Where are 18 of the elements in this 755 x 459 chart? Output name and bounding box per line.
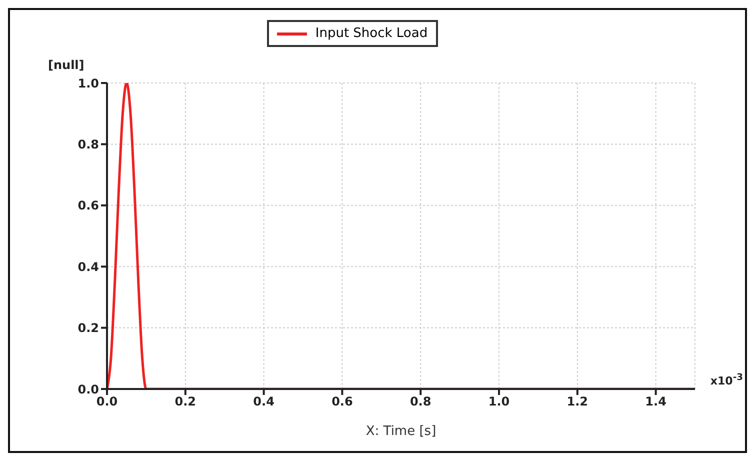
x-tick-label: 0.2 [174,394,196,409]
x-tick-label: 0.4 [253,394,274,409]
y-tick-label: 0.2 [78,321,99,336]
text: x10$^{-3}$ [710,372,743,388]
x-tick-label: 0.6 [332,394,353,409]
x-tick-label: 0.8 [410,394,432,409]
x-tick-label: 1.2 [566,394,588,409]
y-axis-title: [null] [48,58,84,72]
y-tick-label: 0.0 [78,382,99,396]
x-tick-label: 1.4 [645,394,666,409]
y-tick-label: 0.4 [78,260,99,274]
y-tick-label: 0.8 [78,137,99,152]
y-tick-label: 0.6 [78,198,99,213]
x-tick-label: 1.0 [488,394,510,409]
legend-label: Input Shock Load [314,26,428,41]
y-tick-label: 1.0 [78,76,99,90]
x-tick-label: 0.0 [96,394,118,409]
x-axis-title: X: Time [s] [366,424,436,439]
